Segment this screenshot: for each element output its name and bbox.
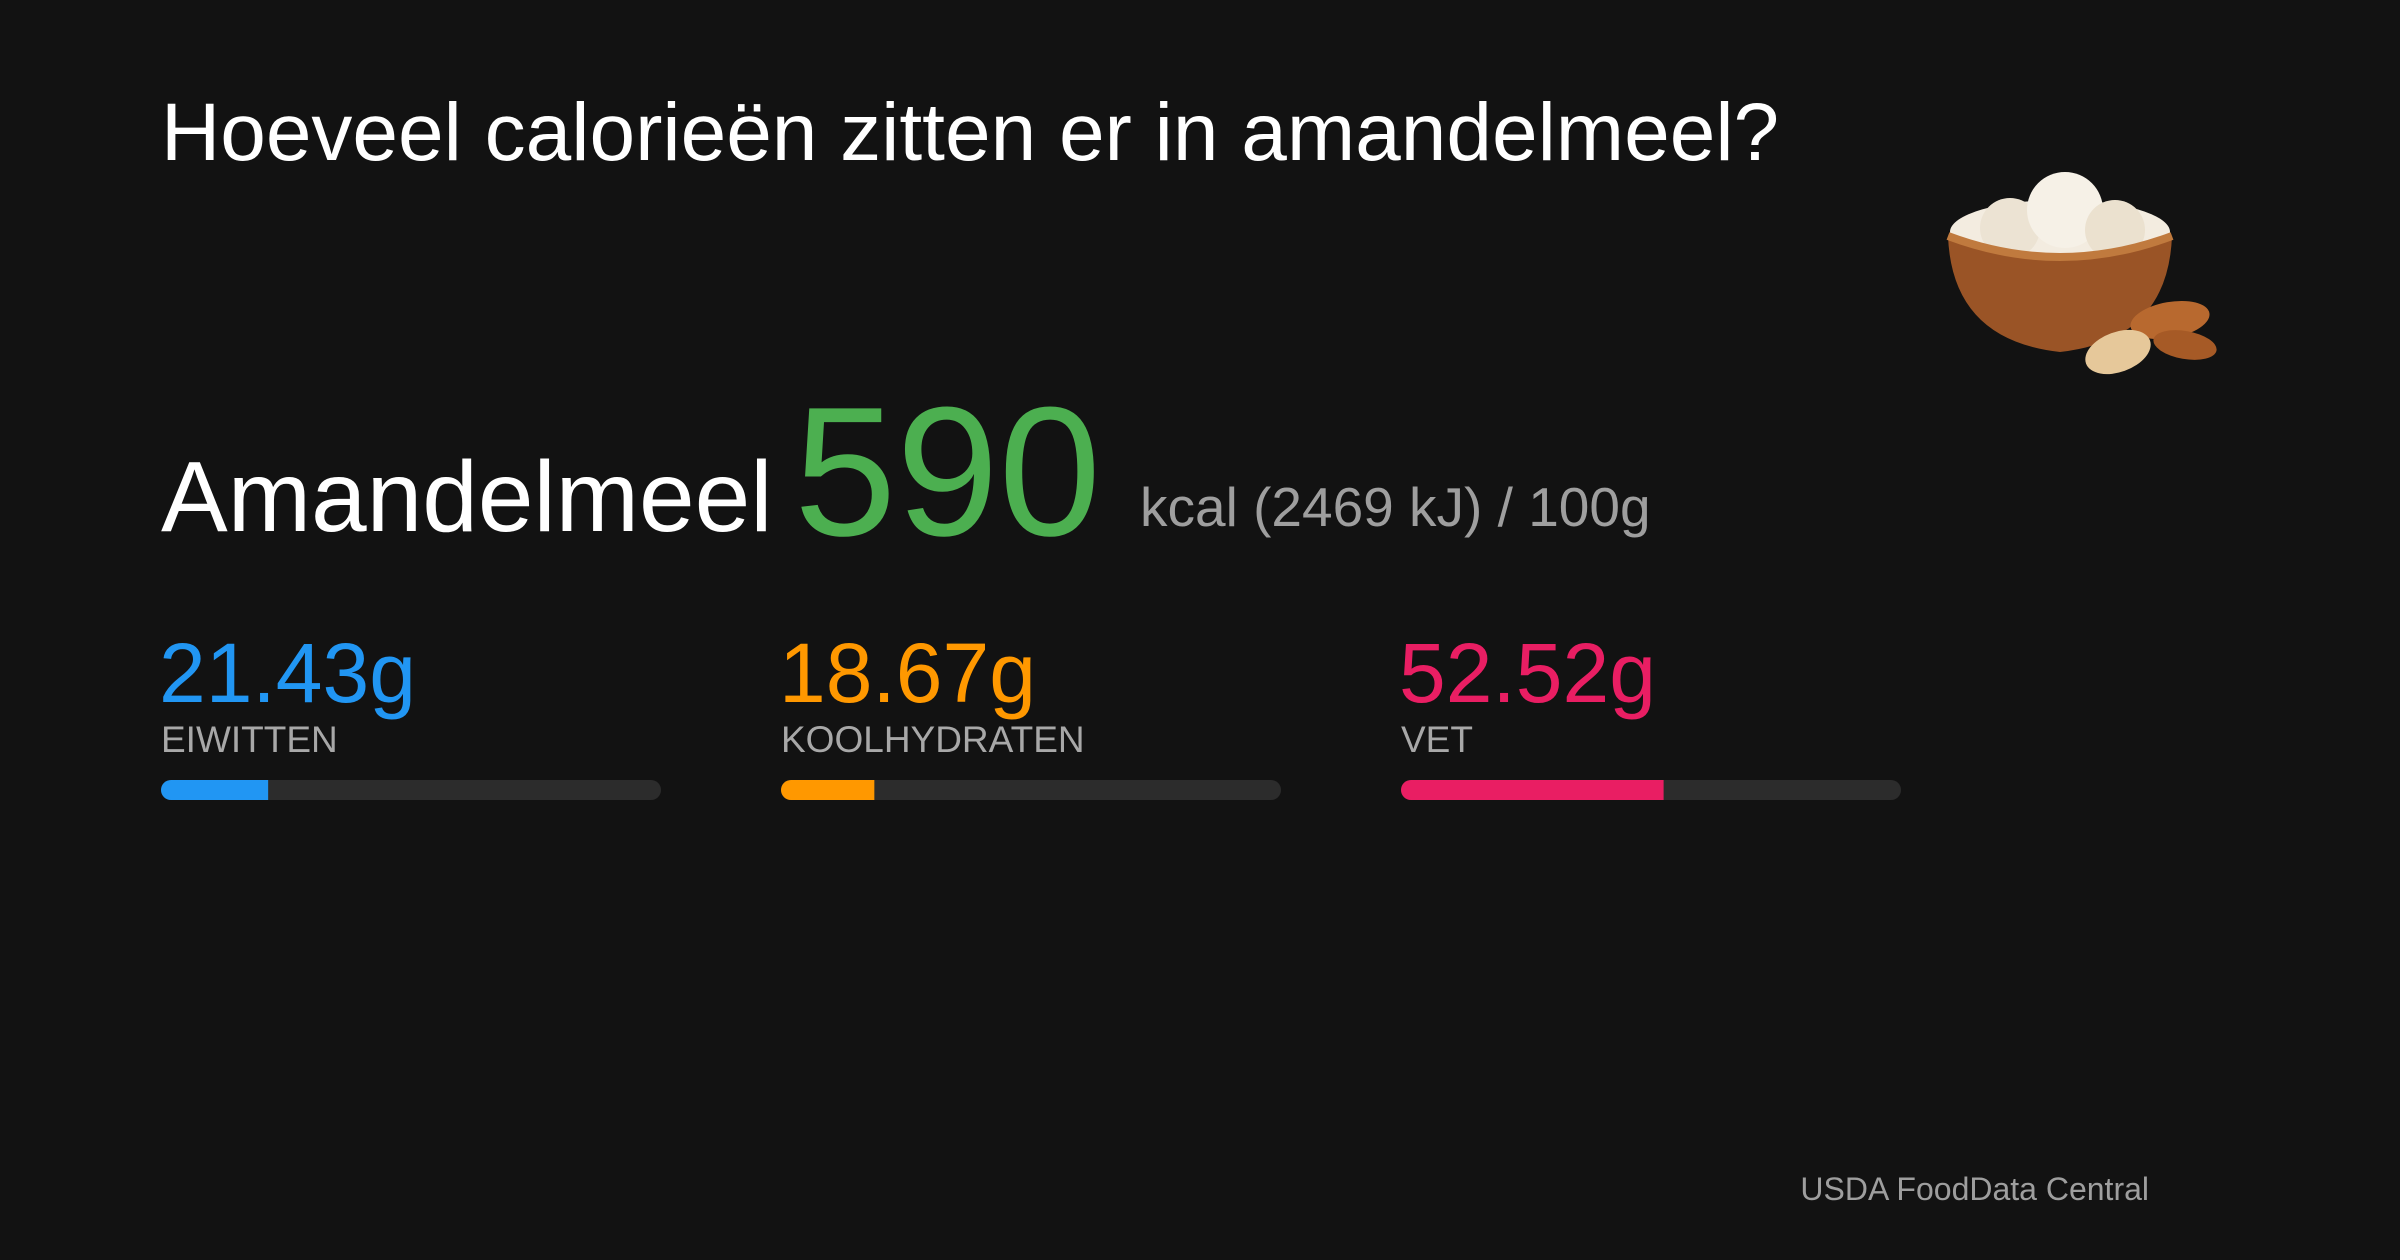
- macro-value: 18.67g: [779, 626, 1036, 720]
- macro-label: EIWITTEN: [161, 719, 338, 760]
- source: USDA FoodData Central: [1800, 1171, 2149, 1207]
- title: Hoeveel calorieën zitten er in amandelme…: [161, 87, 1779, 178]
- energy-text: kcal (2469 kJ) / 100g: [1140, 476, 1651, 538]
- macro-value: 52.52g: [1399, 626, 1656, 720]
- bar-track: [161, 780, 661, 800]
- bar-track: [781, 780, 1281, 800]
- macro-label: VET: [1401, 719, 1473, 760]
- kcal-value: 590: [794, 368, 1101, 574]
- bar-fill: [1401, 780, 1664, 800]
- macro-label: KOOLHYDRATEN: [781, 719, 1085, 760]
- macro-value: 21.43g: [159, 626, 416, 720]
- food-name: Amandelmeel: [161, 441, 772, 553]
- bar-fill: [161, 780, 269, 800]
- bar-fill: [781, 780, 875, 800]
- food-illustration: [1946, 172, 2217, 375]
